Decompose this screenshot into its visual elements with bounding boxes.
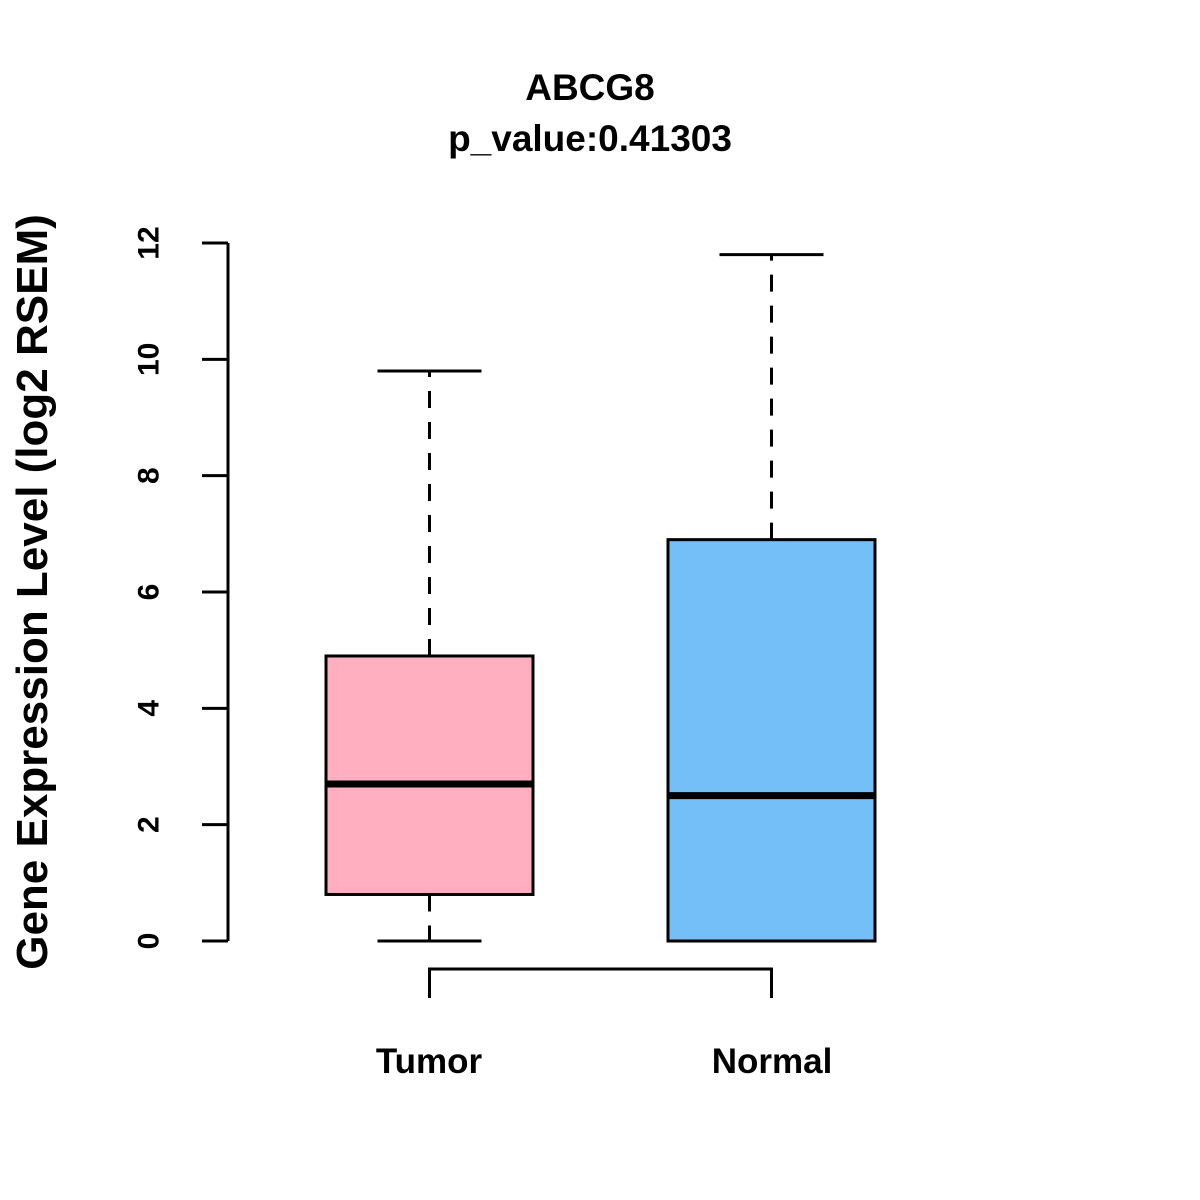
y-axis-tick-label: 4 [133,700,166,717]
x-label-normal: Normal [711,1042,833,1081]
y-axis-tick-label: 0 [133,933,166,950]
y-axis-tick-label: 8 [133,467,166,484]
box-normal [666,538,877,943]
x-axis-bracket [428,967,773,998]
y-axis-tick-label: 2 [133,816,166,833]
y-axis-label: Gene Expression Level (log2 RSEM) [8,214,57,970]
y-axis-tick-label: 12 [133,226,166,259]
box-tumor [324,654,535,896]
chart-title: ABCG8 [525,67,655,108]
x-label-tumor: Tumor [375,1042,483,1081]
y-axis-tick-label: 10 [133,343,166,376]
y-axis-tick-label: 6 [133,584,166,601]
chart-subtitle: p_value:0.41303 [448,118,732,159]
